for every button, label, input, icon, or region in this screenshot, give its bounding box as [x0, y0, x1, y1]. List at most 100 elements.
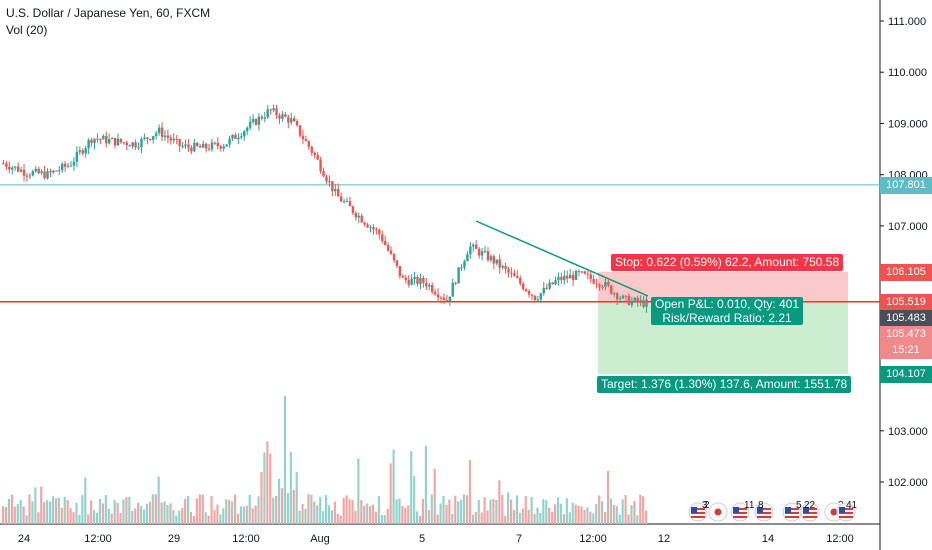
volume-bar: [583, 509, 586, 524]
volume-bar: [642, 496, 645, 524]
candle-body: [166, 135, 170, 138]
volume-indicator-label[interactable]: Vol (20): [6, 23, 48, 37]
candle-body: [81, 150, 84, 154]
event-us-flag-icon[interactable]: 8: [754, 500, 776, 522]
candle-body: [524, 289, 528, 292]
candle-body: [436, 294, 440, 298]
volume-bar: [439, 503, 442, 524]
candle-body: [22, 169, 26, 176]
candle-body: [386, 245, 390, 251]
candle-body: [40, 171, 43, 174]
candle-body: [225, 144, 228, 147]
volume-bar: [501, 494, 504, 524]
event-jp-flag-icon[interactable]: 2: [704, 500, 730, 522]
event-count: 11: [744, 500, 755, 511]
candle-body: [196, 142, 199, 146]
stop-label[interactable]: Stop: 0.622 (0.59%) 62.2, Amount: 750.58: [611, 254, 844, 271]
candle-body: [601, 286, 604, 288]
candle-body: [639, 300, 642, 303]
event-us-flag-icon[interactable]: 22: [800, 500, 822, 522]
candle-body: [275, 108, 278, 116]
volume-bar: [504, 515, 507, 524]
candle-body: [613, 293, 616, 295]
volume-bar: [184, 498, 187, 524]
volume-bar: [128, 496, 131, 524]
candle-body: [287, 116, 290, 123]
candle-body: [128, 145, 131, 147]
candle-body: [466, 254, 469, 262]
volume-bar: [386, 508, 389, 524]
candle-body: [292, 118, 296, 122]
volume-bar: [316, 505, 319, 524]
price-label-horizontal-line[interactable]: 107.801: [880, 177, 932, 194]
event-count: 5: [796, 500, 802, 511]
candle-body: [149, 138, 152, 140]
candle-body: [539, 293, 543, 300]
candle-body: [266, 109, 269, 118]
volume-bar: [424, 446, 427, 524]
candle-body: [351, 206, 355, 214]
candle-body: [316, 155, 319, 160]
candle-body: [43, 171, 46, 179]
volume-bar: [612, 505, 615, 524]
volume-bar: [142, 509, 146, 524]
candle-body: [589, 274, 592, 280]
symbol-title[interactable]: U.S. Dollar / Japanese Yen, 60, FXCM: [6, 6, 211, 20]
candle-body: [636, 297, 639, 303]
volume-bar: [527, 509, 530, 524]
volume-bar: [72, 512, 75, 524]
volume-bar: [333, 501, 336, 524]
candle-body: [105, 135, 108, 144]
candle-body: [369, 227, 372, 229]
volume-bar: [492, 499, 495, 524]
candle-body: [428, 284, 431, 287]
event-us-flag-icon[interactable]: 3: [688, 500, 710, 522]
price-label-stop[interactable]: 106.105: [880, 264, 932, 281]
candle-body: [401, 276, 405, 278]
candle-body: [604, 282, 607, 287]
volume-bar: [548, 507, 551, 524]
volume-bar: [592, 513, 595, 524]
volume-bar: [10, 494, 13, 524]
candle-body: [545, 287, 548, 289]
candle-body: [381, 234, 384, 242]
target-label[interactable]: Target: 1.376 (1.30%) 137.6, Amount: 155…: [597, 376, 852, 393]
volume-bar: [427, 510, 430, 524]
volume-bar: [327, 505, 331, 524]
candle-body: [624, 295, 628, 297]
time-tick-label: 12:00: [84, 533, 112, 545]
candle-body: [489, 256, 493, 261]
candle-body: [337, 189, 340, 197]
candle-body: [216, 142, 220, 147]
candle-body: [460, 267, 463, 269]
price-label-entry[interactable]: 105.519: [880, 294, 932, 311]
countdown-label: 15:21: [880, 342, 932, 359]
volume-bar: [131, 510, 134, 524]
volume-bar: [404, 507, 407, 524]
price-tick-label: 110.000: [888, 67, 927, 79]
volume-bar: [57, 497, 60, 524]
candle-body: [184, 144, 187, 147]
event-us-flag-icon[interactable]: 41: [836, 500, 858, 522]
price-tick-label: 107.000: [888, 221, 928, 233]
candle-body: [243, 131, 246, 137]
candle-body: [560, 276, 563, 281]
volume-bar: [471, 514, 474, 524]
pnl-box[interactable]: Open P&L: 0.010, Qty: 401 Risk/Reward Ra…: [651, 297, 804, 325]
time-tick-label: 12:00: [232, 533, 260, 545]
candle-body: [522, 283, 525, 290]
event-us-flag-icon[interactable]: 11: [730, 500, 755, 522]
volume-bar: [559, 503, 563, 524]
volume-bar: [69, 508, 72, 524]
volume-bar: [603, 511, 607, 524]
candle-body: [480, 251, 484, 256]
candle-body: [410, 278, 413, 285]
candle-body: [307, 141, 311, 147]
price-label-target[interactable]: 104.107: [880, 366, 932, 383]
volume-bar: [325, 495, 328, 524]
candle-body: [571, 274, 575, 280]
volume-bar: [304, 508, 307, 524]
volume-bar: [374, 511, 378, 524]
volume-bar: [272, 497, 275, 524]
